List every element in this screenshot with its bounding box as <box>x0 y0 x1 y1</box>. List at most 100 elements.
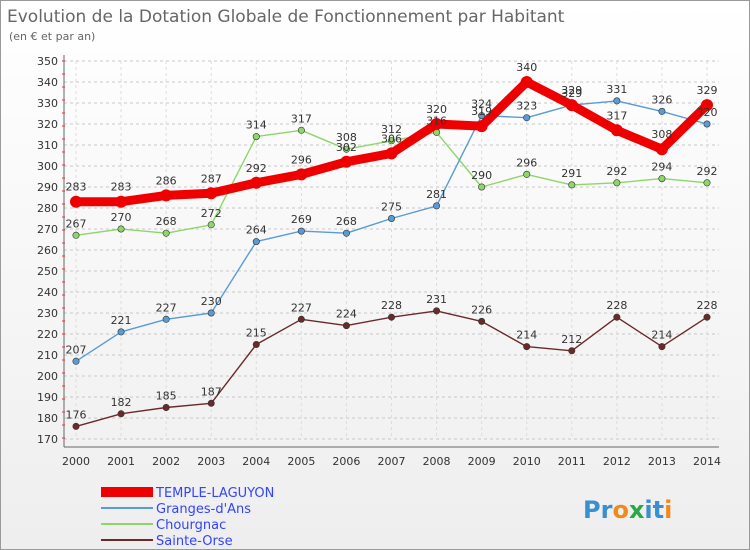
point-sainte-orse <box>162 403 170 411</box>
point-granges-d-ans <box>297 227 305 235</box>
data-label-sainte-orse: 214 <box>516 329 537 342</box>
point-chourgnac <box>162 229 170 237</box>
data-label-temple-laguyon: 296 <box>291 153 312 166</box>
data-label-granges-d-ans: 275 <box>381 201 402 214</box>
x-tick-label: 2009 <box>468 455 496 468</box>
data-label-chourgnac: 296 <box>516 156 537 169</box>
data-label-chourgnac: 308 <box>336 131 357 144</box>
axes: 170 180 190 200 210 220 230 240 250 260 270 280 290 3… <box>37 55 721 468</box>
x-tick-label: 2004 <box>242 455 270 468</box>
y-tick-label: 290 <box>37 181 58 194</box>
point-sainte-orse <box>342 322 350 330</box>
x-tick-label: 2012 <box>603 455 631 468</box>
point-temple-laguyon <box>655 143 668 156</box>
point-chourgnac <box>342 145 350 153</box>
point-granges-d-ans <box>162 315 170 323</box>
point-chourgnac <box>207 221 215 229</box>
data-label-temple-laguyon: 283 <box>66 181 87 194</box>
data-label-chourgnac: 292 <box>606 165 627 178</box>
data-label-sainte-orse: 231 <box>426 293 447 306</box>
point-granges-d-ans <box>252 238 260 246</box>
point-sainte-orse <box>658 343 666 351</box>
point-granges-d-ans <box>433 202 441 210</box>
x-tick-label: 2000 <box>62 455 90 468</box>
data-label-temple-laguyon: 306 <box>381 132 402 145</box>
point-temple-laguyon <box>250 176 263 189</box>
y-tick-label: 180 <box>37 412 58 425</box>
point-temple-laguyon <box>340 155 353 168</box>
data-label-sainte-orse: 212 <box>561 333 582 346</box>
point-temple-laguyon <box>160 189 173 202</box>
x-tick-label: 2006 <box>332 455 360 468</box>
y-tick-label: 240 <box>37 286 58 299</box>
y-tick-label: 270 <box>37 223 58 236</box>
y-tick-label: 320 <box>37 118 58 131</box>
x-tick-label: 2014 <box>693 455 721 468</box>
data-label-granges-d-ans: 324 <box>471 98 492 111</box>
point-granges-d-ans <box>387 215 395 223</box>
x-tick-label: 2007 <box>378 455 406 468</box>
data-label-temple-laguyon: 287 <box>201 172 222 185</box>
data-labels: 176 182 185 187 215 227 224 228 231 226 214 212 228 2… <box>66 61 718 421</box>
point-chourgnac <box>478 183 486 191</box>
point-sainte-orse <box>568 347 576 355</box>
logo-letter: i <box>644 496 652 524</box>
x-tick-label: 2005 <box>287 455 315 468</box>
point-sainte-orse <box>252 340 260 348</box>
data-label-temple-laguyon: 340 <box>516 61 537 74</box>
logo-letter: o <box>612 496 629 524</box>
data-label-temple-laguyon: 302 <box>336 141 357 154</box>
data-label-temple-laguyon: 308 <box>651 128 672 141</box>
data-label-temple-laguyon: 283 <box>111 181 132 194</box>
point-chourgnac <box>523 170 531 178</box>
data-label-chourgnac: 317 <box>291 112 312 125</box>
data-label-sainte-orse: 176 <box>66 408 87 421</box>
data-label-sainte-orse: 214 <box>651 329 672 342</box>
y-tick-label: 210 <box>37 349 58 362</box>
series <box>70 76 713 430</box>
data-label-granges-d-ans: 268 <box>336 215 357 228</box>
data-label-chourgnac: 290 <box>471 169 492 182</box>
y-tick-label: 330 <box>37 97 58 110</box>
data-label-chourgnac: 292 <box>697 165 718 178</box>
point-temple-laguyon <box>430 118 443 130</box>
point-granges-d-ans <box>72 357 80 365</box>
data-label-chourgnac: 270 <box>111 211 132 224</box>
y-tick-label: 260 <box>37 244 58 257</box>
data-label-granges-d-ans: 269 <box>291 213 312 226</box>
point-temple-laguyon <box>565 99 578 112</box>
point-temple-laguyon <box>610 124 623 137</box>
y-tick-label: 190 <box>37 391 58 404</box>
point-sainte-orse <box>117 410 125 418</box>
point-sainte-orse <box>523 343 531 351</box>
point-chourgnac <box>387 137 395 145</box>
y-tick-label: 340 <box>37 76 58 89</box>
data-label-granges-d-ans: 207 <box>66 343 87 356</box>
point-temple-laguyon <box>295 168 308 181</box>
data-label-temple-laguyon: 320 <box>426 103 447 116</box>
y-tick-label: 220 <box>37 328 58 341</box>
legend-label-granges-d-ans: Granges-d'Ans <box>156 502 251 517</box>
point-chourgnac <box>117 225 125 233</box>
logo-letter: x <box>629 496 645 524</box>
data-label-sainte-orse: 182 <box>111 396 132 409</box>
data-label-chourgnac: 294 <box>651 161 672 174</box>
data-label-chourgnac: 267 <box>66 217 87 230</box>
x-tick-label: 2008 <box>423 455 451 468</box>
legend-label-temple-laguyon: TEMPLE-LAGUYON <box>155 486 274 501</box>
point-chourgnac <box>658 175 666 183</box>
data-label-sainte-orse: 187 <box>201 385 222 398</box>
data-label-chourgnac: 268 <box>156 215 177 228</box>
data-label-temple-laguyon: 286 <box>156 174 177 187</box>
point-chourgnac <box>297 126 305 134</box>
data-label-chourgnac: 291 <box>561 167 582 180</box>
data-label-granges-d-ans: 329 <box>561 87 582 100</box>
logo-letter: t <box>653 496 664 524</box>
point-chourgnac <box>72 231 80 239</box>
x-tick-label: 2011 <box>558 455 586 468</box>
x-tick-label: 2013 <box>648 455 676 468</box>
logo-letter: r <box>601 496 613 524</box>
x-tick-label: 2010 <box>513 455 541 468</box>
point-sainte-orse <box>613 313 621 321</box>
data-label-sainte-orse: 185 <box>156 390 177 403</box>
